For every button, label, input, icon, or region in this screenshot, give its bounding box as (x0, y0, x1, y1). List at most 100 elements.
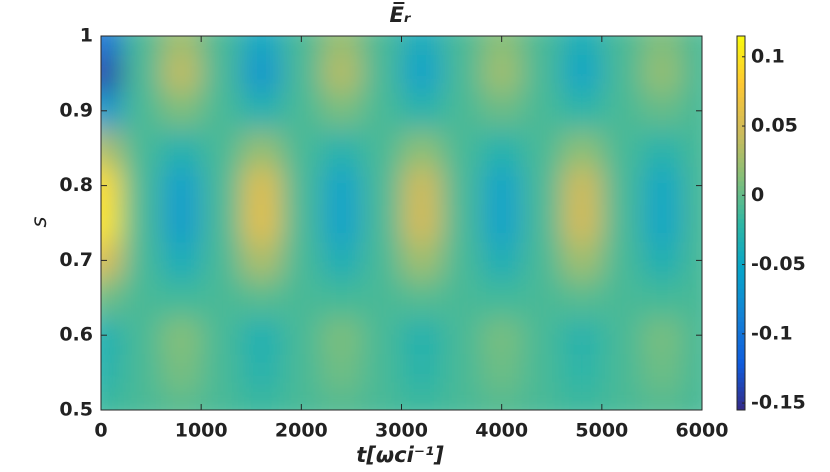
heatmap-cell (321, 54, 362, 93)
colorbar-swatch (737, 171, 745, 177)
heatmap-cell (161, 166, 202, 205)
colorbar-swatch (737, 87, 745, 93)
heatmap-cell (641, 166, 683, 205)
heatmap-cell (641, 54, 683, 93)
colorbar-swatch (737, 148, 745, 154)
heatmap-cell (281, 241, 322, 280)
colorbar-swatch (737, 307, 745, 313)
heatmap-cell (401, 241, 443, 280)
y-axis-label: s (27, 216, 51, 227)
heatmap-cell (601, 166, 643, 205)
heatmap-cell (321, 166, 362, 205)
heatmap-cell (681, 92, 702, 130)
heatmap-cell (321, 279, 362, 317)
heatmap-cell (281, 92, 322, 130)
y-tick-label: 0.6 (59, 324, 93, 346)
colorbar-tick-label: -0.05 (751, 253, 806, 275)
colorbar-swatch (737, 353, 745, 360)
colorbar-frame (736, 35, 746, 411)
heatmap-cell (201, 204, 242, 243)
heatmap-cell (441, 54, 483, 93)
heatmap-cell (201, 316, 242, 355)
colorbar-swatch (737, 316, 745, 322)
heatmap-cell (401, 391, 443, 410)
heatmap-cell (441, 316, 483, 355)
heatmap-cell (321, 129, 362, 168)
heatmap-cell (561, 204, 603, 243)
x-tick-label: 2000 (275, 420, 328, 442)
heatmap-cell (241, 241, 282, 280)
heatmap-cell (401, 279, 443, 317)
heatmap-cell (521, 279, 563, 317)
heatmap-cell (361, 166, 402, 205)
x-tick-label: 3000 (375, 420, 428, 442)
heatmap-cell (681, 241, 702, 280)
heatmap-cell (201, 36, 242, 56)
colorbar-swatch (737, 377, 745, 383)
heatmap-cell (161, 353, 202, 392)
colorbar-swatch (737, 246, 745, 252)
heatmap-cell (641, 391, 683, 410)
heatmap-cell (101, 36, 122, 56)
heatmap-cell (361, 129, 402, 168)
heatmap-cell (101, 241, 122, 280)
y-tick-label: 0.5 (59, 399, 93, 421)
heatmap-cell (241, 391, 282, 410)
heatmap-cell (321, 204, 362, 243)
heatmap-cell (601, 316, 643, 355)
heatmap-cell (281, 166, 322, 205)
heatmap-cell (521, 204, 563, 243)
colorbar-swatch (737, 269, 745, 275)
colorbar-swatch (737, 162, 745, 168)
colorbar-swatch (737, 391, 745, 397)
colorbar-swatch (737, 157, 745, 163)
colorbar-swatch (737, 265, 745, 271)
heatmap-cell (561, 316, 603, 355)
heatmap-cell (601, 353, 643, 392)
y-tick-label: 0.7 (59, 249, 93, 271)
heatmap-cell (681, 391, 702, 410)
heatmap-cell (361, 391, 402, 410)
x-tick-label: 1000 (175, 420, 228, 442)
heatmap-cell (521, 92, 563, 130)
heatmap-cell (641, 241, 683, 280)
heatmap-cell (121, 92, 162, 130)
heatmap-cell (681, 36, 702, 56)
heatmap-cell (521, 54, 563, 93)
heatmap-cell (481, 316, 523, 355)
heatmap-cell (681, 129, 702, 168)
heatmap-cell (481, 391, 523, 410)
colorbar-swatch (737, 134, 745, 140)
colorbar-swatch (737, 190, 745, 196)
heatmap-cell (101, 92, 122, 130)
chart-title: E̅ᵣ (390, 2, 412, 27)
heatmap-cell (441, 92, 483, 130)
x-tick-label: 6000 (676, 420, 729, 442)
heatmap-cell (681, 353, 702, 392)
heatmap-cell (441, 129, 483, 168)
colorbar-swatch (737, 386, 745, 392)
heatmap-cell (361, 316, 402, 355)
colorbar-swatch (737, 180, 745, 187)
heatmap-cell (441, 241, 483, 280)
heatmap-cell (601, 204, 643, 243)
heatmap-cell (481, 166, 523, 205)
heatmap-cell (201, 353, 242, 392)
heatmap-cell (241, 36, 282, 56)
heatmap-cell (561, 353, 603, 392)
heatmap-cell (201, 54, 242, 93)
heatmap-cell (361, 92, 402, 130)
colorbar-swatch (737, 395, 745, 402)
colorbar-tick-label: -0.15 (751, 392, 806, 414)
heatmap-cell (481, 129, 523, 168)
heatmap-cell (641, 353, 683, 392)
heatmap-cell (121, 36, 162, 56)
heatmap-cell (641, 92, 683, 130)
heatmap-cell (641, 316, 683, 355)
colorbar-swatch (737, 96, 745, 102)
heatmap-cell (161, 391, 202, 410)
colorbar-swatch (737, 293, 745, 299)
y-tick-label: 0.8 (59, 174, 93, 196)
heatmap-cell (641, 36, 683, 56)
heatmap-cell (641, 204, 683, 243)
